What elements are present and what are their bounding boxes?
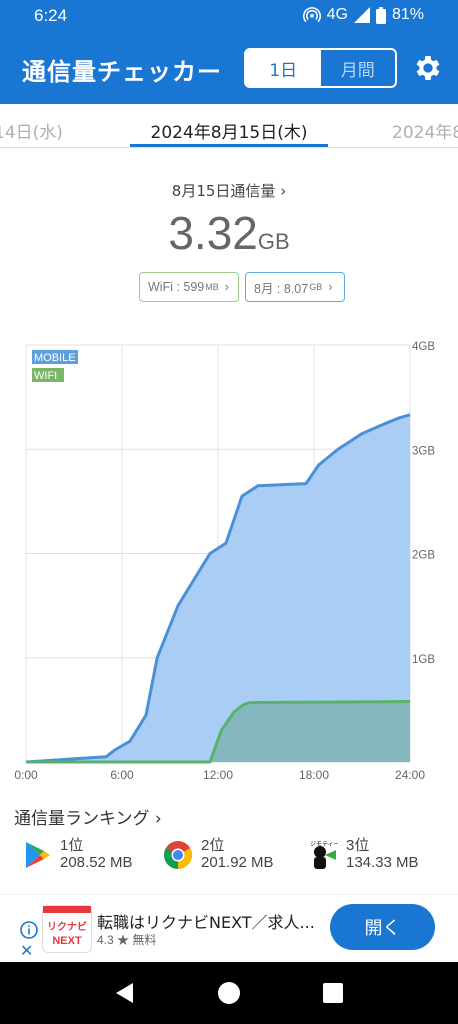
network-type: 4G xyxy=(326,6,348,23)
app-title: 通信量チェッカー xyxy=(22,58,222,86)
month-chip-unit: GB xyxy=(309,282,323,292)
tab-day[interactable]: 1日 xyxy=(246,50,321,86)
ranking-value: 134.33 MB xyxy=(346,854,419,871)
series-area-mobile xyxy=(26,414,410,762)
period-toggle: 1日 月間 xyxy=(244,48,397,88)
home-icon[interactable] xyxy=(217,981,241,1005)
date-prev[interactable]: 14日(水) xyxy=(0,123,63,143)
ranking-title: 通信量ランキング xyxy=(14,809,150,829)
y-tick-label: 2GB xyxy=(412,550,435,562)
series-area-wifi xyxy=(26,701,410,762)
x-tick-label: 12:00 xyxy=(203,768,233,782)
y-tick-label: 3GB xyxy=(412,445,435,457)
x-tick-label: 18:00 xyxy=(299,768,329,782)
svg-text:ジモティー: ジモティー xyxy=(310,841,338,848)
x-tick-label: 0:00 xyxy=(14,768,38,782)
series-line-mobile xyxy=(25,413,411,764)
chevron-right-icon: › xyxy=(224,280,229,294)
usage-value: 3.32 xyxy=(168,207,258,259)
ranking-position: 1位 xyxy=(60,837,84,854)
ranking-position: 2位 xyxy=(201,837,225,854)
ad-title: 転職はリクナビNEXT／求人... xyxy=(97,913,315,932)
legend-label-wifi: WIFI xyxy=(34,370,57,382)
x-tick-label: 6:00 xyxy=(110,768,134,782)
x-tick-label: 24:00 xyxy=(395,768,425,782)
month-chip-label: 8月 : 8.07 xyxy=(254,281,309,296)
legend-swatch-wifi xyxy=(32,368,64,382)
info-icon[interactable] xyxy=(20,921,38,939)
usage-total: 3.32GB xyxy=(0,206,458,260)
chevron-right-icon: › xyxy=(154,809,162,829)
series-line-wifi xyxy=(26,700,411,764)
ranking-item-2[interactable]: 2位 201.92 MB xyxy=(163,834,293,878)
wifi-chip-unit: MB xyxy=(205,282,219,292)
jimoty-icon: ジモティー xyxy=(310,841,338,869)
status-time: 6:24 xyxy=(34,6,68,25)
ad-logo-bottom: NEXT xyxy=(52,935,82,947)
ad-banner[interactable]: ✕ リクナビ NEXT 転職はリクナビNEXT／求人... 4.3 ★ 無料 開… xyxy=(0,894,458,962)
tab-month[interactable]: 月間 xyxy=(340,60,375,81)
chevron-right-icon: › xyxy=(280,182,287,200)
chrome-icon xyxy=(164,841,192,869)
usage-chart: 0:00 6:00 12:00 18:00 24:00 4GB 3GB 2GB 1GB MOBIL… xyxy=(14,341,435,782)
date-current[interactable]: 2024年8月15日(木) xyxy=(150,123,308,143)
app-bar: 通信量チェッカー 1日 月間 xyxy=(0,32,458,104)
gear-icon[interactable] xyxy=(412,52,444,84)
recents-icon[interactable] xyxy=(322,982,344,1004)
wifi-chip-label: WiFi : 599 xyxy=(148,280,205,294)
back-icon[interactable] xyxy=(113,981,137,1005)
date-tab-indicator xyxy=(130,144,328,147)
date-tabs: 14日(水) 2024年8月15日(木) 2024年8 xyxy=(0,104,458,148)
signal-icon xyxy=(353,7,370,23)
ad-open-button[interactable]: 開く xyxy=(330,904,435,950)
legend-label-mobile: MOBILE xyxy=(34,352,76,364)
ranking-value: 208.52 MB xyxy=(60,854,133,871)
hotspot-icon xyxy=(302,7,321,23)
navigation-bar xyxy=(0,962,458,1024)
usage-label: 8月15日通信量 xyxy=(171,182,276,200)
y-tick-label: 1GB xyxy=(412,654,435,666)
legend-swatch-mobile xyxy=(32,350,78,364)
ranking-item-3[interactable]: ジモティー 3位 134.33 MB xyxy=(308,834,438,878)
recruit-next-logo: リクナビ NEXT xyxy=(42,905,92,953)
ad-rating: 4.3 ★ 無料 xyxy=(97,933,157,947)
y-tick-label: 4GB xyxy=(412,341,435,353)
wifi-usage-chip[interactable]: WiFi : 599 MB › xyxy=(139,272,239,302)
date-next[interactable]: 2024年8 xyxy=(392,123,458,143)
ranking-title-row[interactable]: 通信量ランキング › xyxy=(14,804,162,829)
close-icon[interactable]: ✕ xyxy=(20,941,34,960)
ad-logo-top: リクナビ xyxy=(47,920,87,933)
battery-icon xyxy=(375,6,386,24)
battery-percent: 81% xyxy=(391,6,424,23)
ranking-position: 3位 xyxy=(346,837,370,854)
status-icons: 4G 81% xyxy=(302,6,424,24)
status-bar: 6:24 4G 81% xyxy=(0,0,458,32)
chevron-right-icon: › xyxy=(328,280,333,294)
usage-label-row[interactable]: 8月15日通信量 › xyxy=(0,180,458,201)
ranking-item-1[interactable]: 1位 208.52 MB xyxy=(22,834,152,878)
usage-unit: GB xyxy=(257,229,290,254)
play-store-icon xyxy=(26,842,50,868)
ranking-value: 201.92 MB xyxy=(201,854,274,871)
month-usage-chip[interactable]: 8月 : 8.07 GB › xyxy=(245,272,345,302)
